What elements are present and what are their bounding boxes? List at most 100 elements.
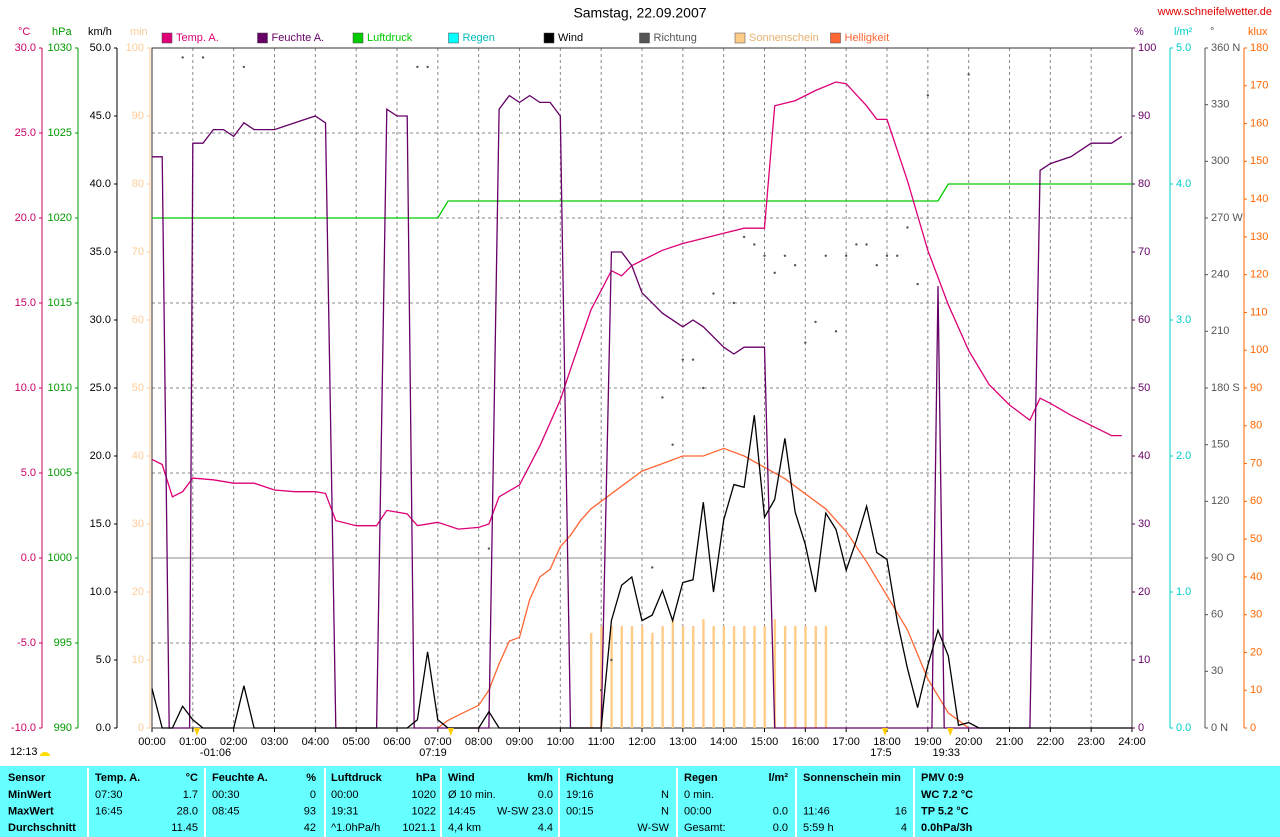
- y-tick-label: 30: [1211, 665, 1223, 677]
- table-cell: Durchschnitt: [8, 822, 76, 834]
- y-tick-label: 90: [1250, 382, 1262, 394]
- axis-unit: hPa: [52, 26, 72, 38]
- y-tick-label: 1010: [48, 382, 72, 394]
- table-cell: 16:45: [95, 805, 123, 817]
- direction-dot: [742, 235, 746, 239]
- sunshine-bar: [589, 632, 593, 728]
- x-tick-label: 24:00: [1118, 736, 1146, 748]
- direction-dot: [855, 243, 858, 246]
- table-cell: 11:46: [803, 805, 830, 817]
- y-tick-label: 180 S: [1211, 382, 1240, 394]
- sunshine-bar: [794, 626, 797, 728]
- x-tick-label: 23:00: [1077, 736, 1105, 748]
- table-cell: W-SW: [637, 822, 669, 834]
- y-tick-label: 170: [1250, 80, 1268, 92]
- y-tick-label: 40: [1138, 450, 1150, 462]
- y-tick-label: 45.0: [90, 110, 111, 122]
- table-cell: 16: [895, 805, 907, 817]
- y-tick-label: 0.0: [21, 552, 36, 564]
- y-tick-label: 20: [1250, 646, 1262, 658]
- y-tick-label: 80: [132, 178, 144, 190]
- y-tick-label: 25.0: [15, 127, 36, 139]
- y-tick-label: 100: [1250, 344, 1268, 356]
- direction-dot: [844, 254, 848, 257]
- sunshine-bar: [753, 626, 756, 728]
- table-cell: 1.7: [183, 789, 198, 801]
- direction-dot: [896, 254, 899, 257]
- y-tick-label: 10.0: [90, 586, 111, 598]
- y-tick-label: 60: [1250, 495, 1262, 507]
- y-tick-label: 150: [1211, 439, 1229, 451]
- legend-label: Wind: [558, 32, 583, 44]
- x-tick-label: 22:00: [1037, 736, 1065, 748]
- direction-dot: [181, 56, 184, 59]
- sunshine-bar: [824, 626, 828, 728]
- sunshine-bar: [712, 626, 715, 728]
- sunshine-bar: [783, 626, 787, 728]
- y-tick-label: 990: [54, 722, 72, 734]
- series-line: [151, 415, 1132, 729]
- event-marker: [447, 728, 454, 736]
- y-tick-label: 10: [132, 654, 144, 666]
- y-tick-label: 50: [132, 382, 144, 394]
- sunshine-bar: [722, 626, 726, 728]
- y-tick-label: 30: [1138, 518, 1150, 530]
- table-cell: Sensor: [8, 772, 46, 784]
- direction-dot: [599, 689, 603, 692]
- table-cell: km/h: [527, 772, 553, 784]
- legend-swatch: [352, 32, 364, 44]
- y-tick-label: 360 N: [1211, 42, 1240, 54]
- x-tick-label: 06:00: [383, 736, 411, 748]
- table-cell: °C: [186, 772, 198, 784]
- direction-dot: [426, 65, 429, 69]
- axis-unit: °: [1210, 26, 1214, 38]
- table-cell: Gesamt:: [684, 822, 726, 834]
- event-marker: [193, 728, 200, 736]
- direction-dot: [416, 65, 419, 69]
- y-tick-label: 70: [1250, 457, 1262, 469]
- direction-dot: [732, 301, 736, 305]
- y-tick-label: 15.0: [90, 518, 111, 530]
- y-tick-label: 40: [1250, 571, 1262, 583]
- table-cell: ^1.0hPa/h: [331, 822, 380, 834]
- y-tick-label: 5.0: [21, 467, 36, 479]
- direction-dot: [610, 658, 613, 662]
- table-cell: Luftdruck: [331, 772, 383, 784]
- table-cell: TP 5.2 °C: [921, 805, 969, 817]
- y-tick-label: 0: [1250, 722, 1256, 734]
- direction-dot: [242, 65, 246, 69]
- y-tick-label: 300: [1211, 155, 1229, 167]
- sunshine-bar: [681, 626, 685, 728]
- y-tick-label: 60: [1211, 609, 1223, 621]
- direction-dot: [824, 254, 827, 257]
- y-tick-label: 150: [1250, 155, 1268, 167]
- sunshine-bar: [671, 619, 675, 728]
- y-tick-label: 50: [1250, 533, 1262, 545]
- direction-dot: [865, 243, 868, 246]
- y-tick-label: 35.0: [90, 246, 111, 258]
- direction-dot: [671, 443, 674, 446]
- sunshine-bar: [641, 626, 644, 728]
- table-cell: 1020: [412, 789, 436, 801]
- table-cell: MinWert: [8, 789, 52, 801]
- table-cell: N: [661, 789, 669, 801]
- y-tick-label: 3.0: [1176, 314, 1191, 326]
- y-tick-label: 100: [1138, 42, 1156, 54]
- x-tick-label: 15:00: [751, 736, 779, 748]
- x-tick-label: 10:00: [547, 736, 575, 748]
- x-tick-label: 11:00: [588, 736, 615, 748]
- legend-swatch: [639, 32, 650, 44]
- y-tick-label: 20: [132, 586, 144, 598]
- sunshine-bar: [651, 632, 654, 728]
- y-tick-label: 1030: [48, 42, 72, 54]
- direction-dot: [712, 292, 715, 295]
- table-background: [0, 766, 1280, 837]
- table-cell: Regen: [684, 772, 718, 784]
- y-tick-label: 90: [132, 110, 144, 122]
- sunshine-bar: [600, 626, 603, 728]
- sunshine-bar: [620, 626, 623, 728]
- y-tick-label: 100: [126, 42, 144, 54]
- y-tick-label: 60: [1138, 314, 1150, 326]
- x-tick-label: 16:00: [792, 736, 820, 748]
